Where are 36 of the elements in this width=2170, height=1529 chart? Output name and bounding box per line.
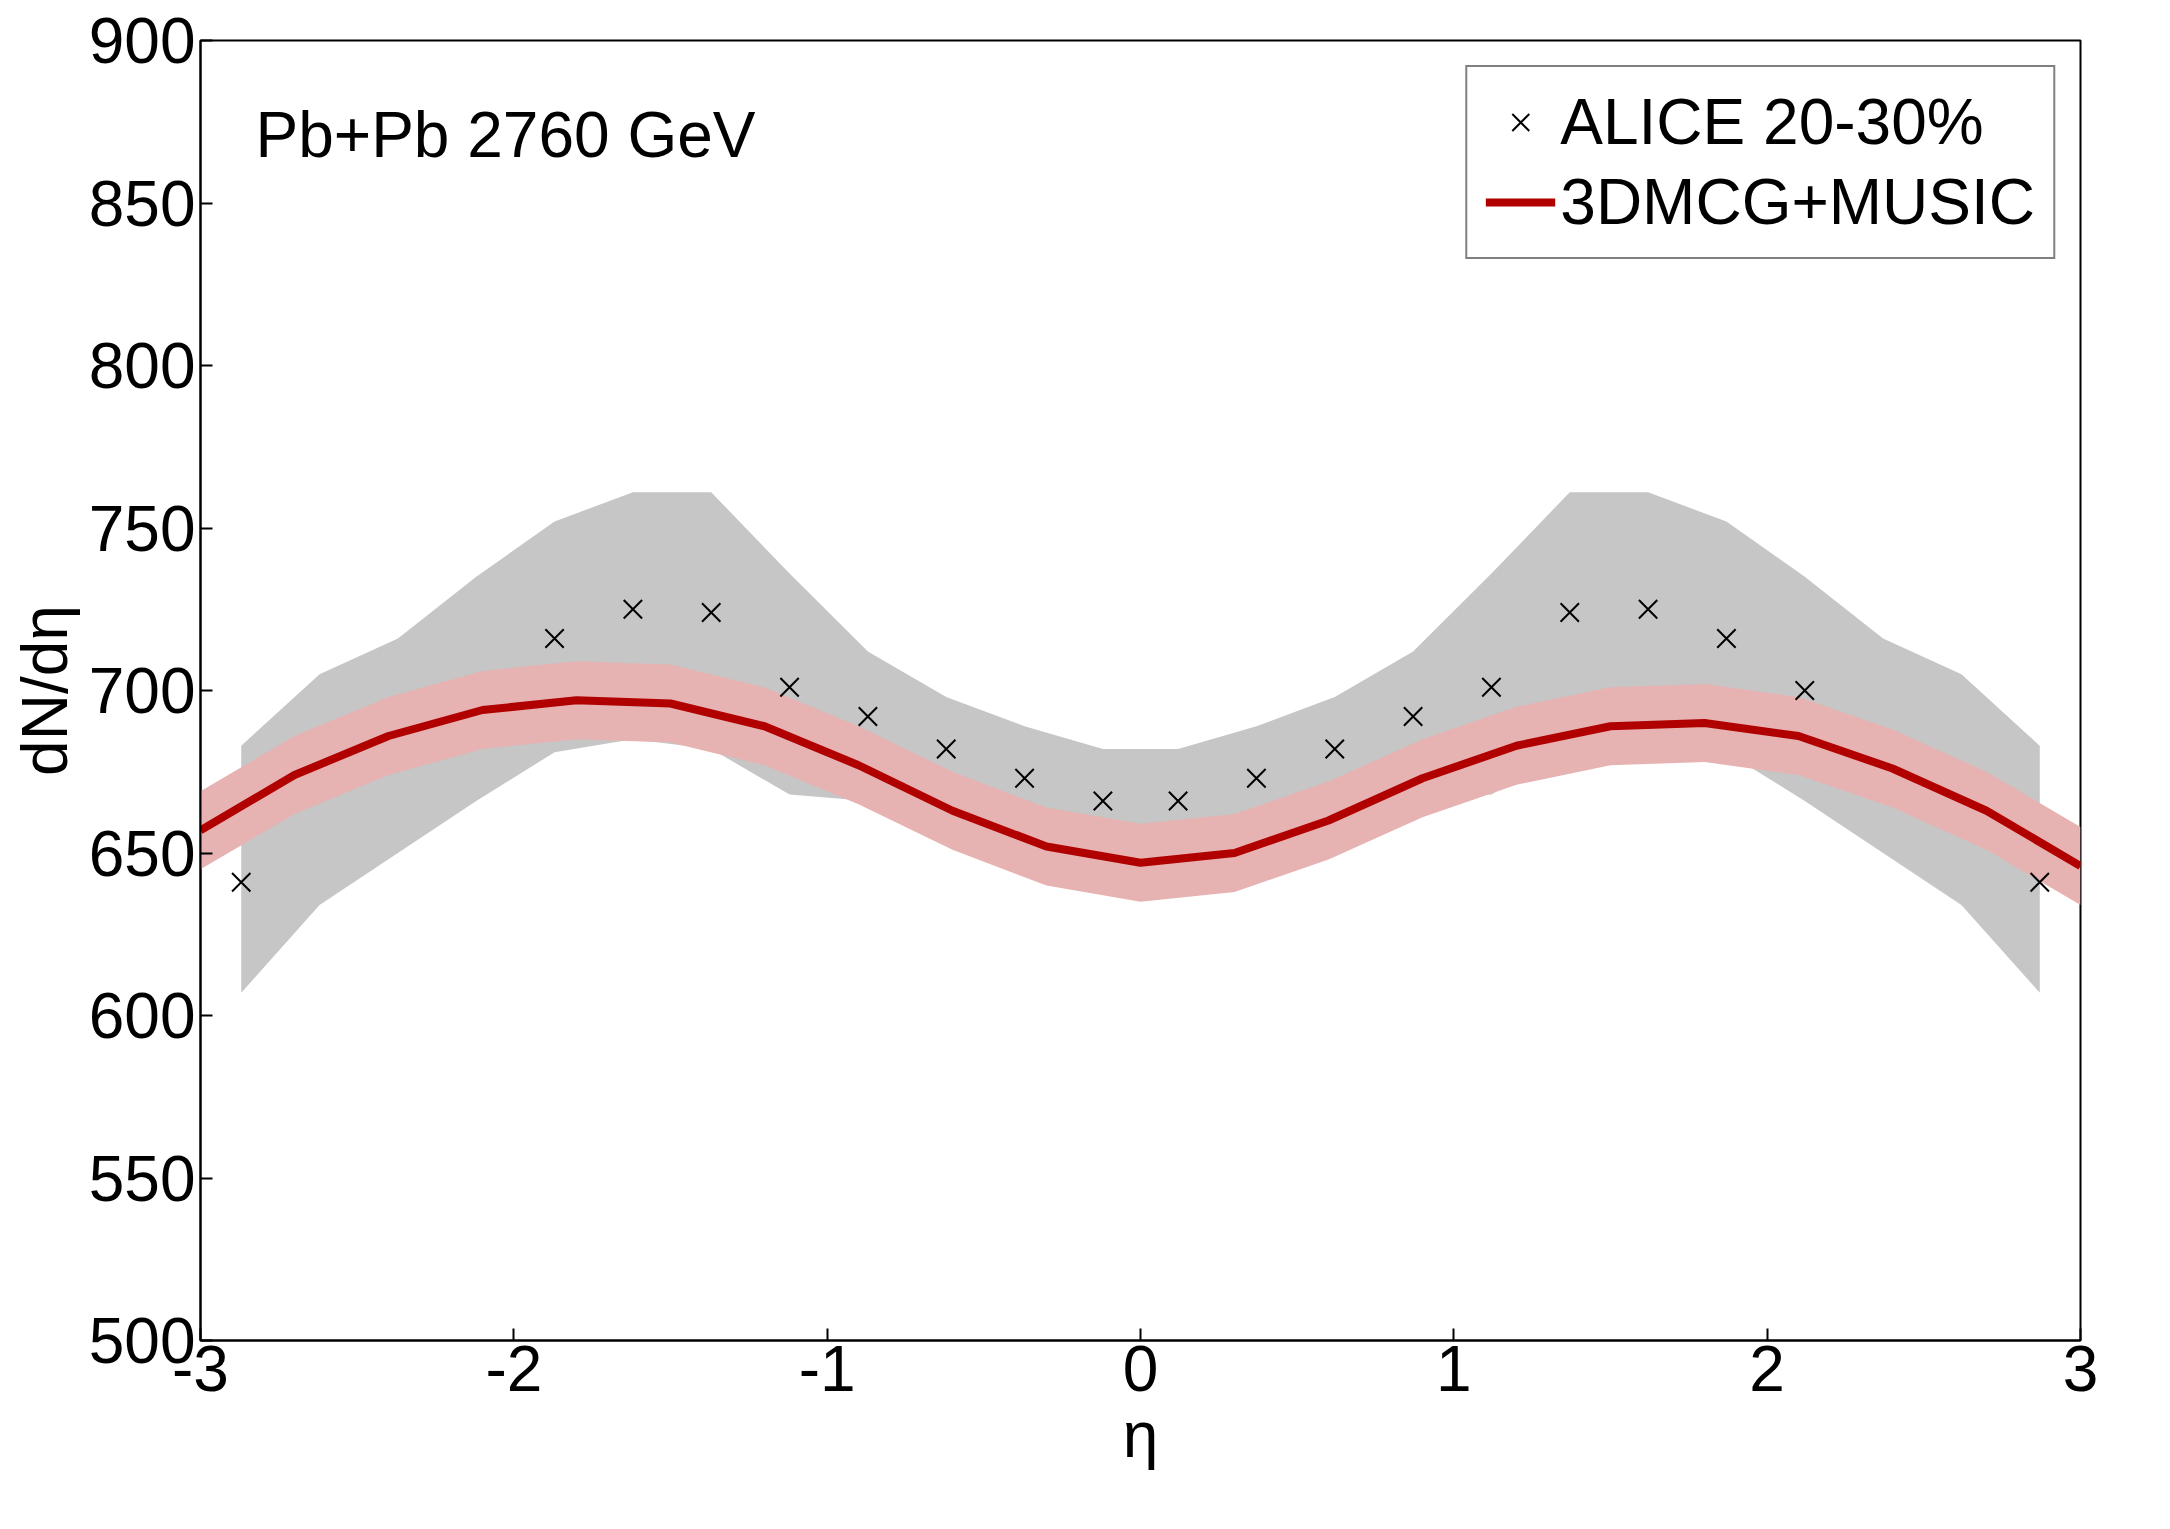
- y-tick-label: 600: [88, 980, 196, 1052]
- point: [231, 872, 252, 893]
- point: [544, 628, 565, 649]
- legend-label: ALICE 20-30%: [1560, 85, 1984, 159]
- point: [1794, 680, 1815, 701]
- point: [701, 602, 722, 623]
- point: [1402, 706, 1424, 727]
- point: [1014, 768, 1035, 789]
- point: [1716, 628, 1737, 649]
- legend-label: 3DMCG+MUSIC: [1560, 165, 2035, 239]
- x-tick-label: -1: [798, 1332, 856, 1405]
- point: [1246, 768, 1267, 789]
- y-tick-label: 700: [88, 655, 196, 727]
- y-tick-label: 800: [88, 330, 196, 402]
- x-tick-label: -2: [485, 1332, 543, 1405]
- y-tick-label: 900: [88, 5, 196, 77]
- point: [1324, 738, 1345, 760]
- point: [779, 677, 800, 698]
- point: [1637, 599, 1659, 620]
- point: [857, 706, 879, 727]
- y-axis-title: dN/dη: [8, 605, 81, 776]
- point: [1559, 602, 1580, 623]
- point: [1481, 677, 1502, 698]
- x-tick-label: 1: [1436, 1332, 1472, 1405]
- y-tick-label: 550: [88, 1142, 196, 1215]
- point: [2029, 872, 2050, 893]
- y-tick-label: 750: [88, 492, 196, 565]
- y-tick-label: 850: [88, 167, 196, 240]
- point: [936, 738, 957, 760]
- x-tick-label: 3: [2062, 1332, 2099, 1405]
- point: [1167, 790, 1189, 812]
- y-tick-label: 650: [88, 817, 196, 890]
- annotation: Pb+Pb 2760 GeV: [255, 98, 756, 171]
- point: [1092, 790, 1114, 812]
- x-tick-label: 2: [1749, 1332, 1785, 1405]
- point: [622, 599, 644, 620]
